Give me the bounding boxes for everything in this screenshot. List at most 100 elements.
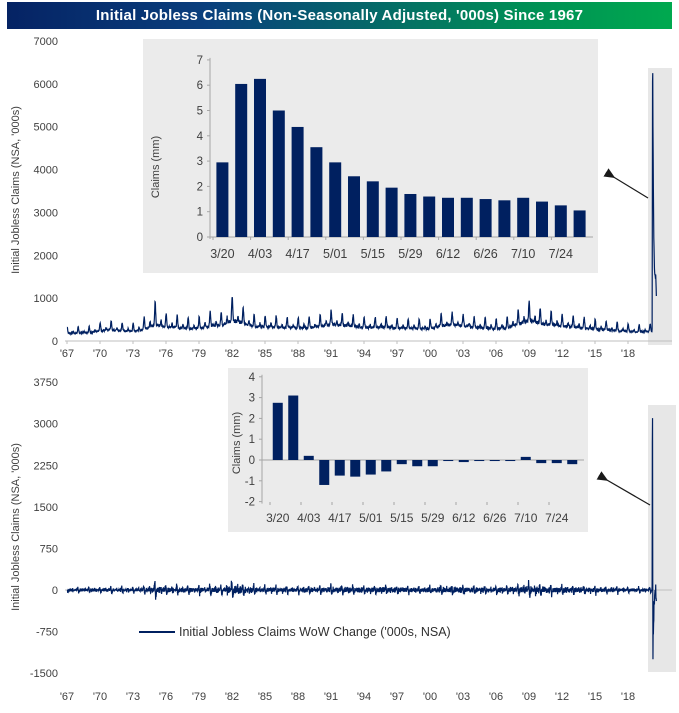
inset-chart-bottom-wow-bars: Claims (mm) 4 3 2 1 0 -1 -2 3/20 4/03 4/17 5/01 5/1…: [228, 368, 588, 532]
inset-bottom-canvas: 4 3 2 1 0 -1 -2 3/20 4/03 4/17 5/01 5/15 5/29 6/12 6/2…: [245, 372, 584, 525]
top-y-tick-label: 0: [52, 336, 58, 348]
chart-title: Initial Jobless Claims (Non-Seasonally A…: [7, 2, 672, 29]
inset-x-tick-label: 5/15: [361, 247, 385, 261]
inset-bar: [396, 460, 407, 465]
top-x-tick-label: '97: [390, 348, 404, 360]
inset-bar: [460, 197, 473, 237]
bottom-y-tick-label: -1500: [30, 668, 58, 680]
bottom-x-tick-label: '12: [555, 691, 569, 703]
annotation-arrow-top: [603, 168, 649, 199]
top-x-tick-label: '18: [621, 348, 635, 360]
inset-y-tick-label: 4: [197, 131, 204, 143]
bottom-chart-legend: Initial Jobless Claims WoW Change ('000s…: [139, 625, 451, 639]
inset-bar: [505, 460, 516, 462]
inset-x-tick-label: 6/12: [452, 511, 476, 525]
bottom-x-tick-label: '06: [489, 691, 503, 703]
inset-bar: [385, 187, 398, 237]
top-x-tick-label: '09: [522, 348, 536, 360]
inset-bar: [381, 460, 392, 472]
top-x-tick-label: '88: [291, 348, 305, 360]
top-x-tick-label: '12: [555, 348, 569, 360]
inset-top-canvas: 0 1 2 3 4 5 6 7 3/20 4/03 4/17 5/01 5/15 5/29 6/12 6/26…: [197, 55, 593, 261]
inset-x-tick-label: 3/20: [266, 511, 290, 525]
inset-bar: [350, 460, 361, 477]
bottom-y-tick-label: 3750: [34, 377, 58, 389]
bottom-x-tick-label: '67: [60, 691, 74, 703]
inset-bar: [303, 455, 314, 460]
inset-bar: [334, 460, 345, 476]
inset-y-tick-label: 6: [197, 80, 203, 92]
top-y-tick-label: 4000: [34, 165, 58, 177]
inset-y-tick-label: 2: [197, 181, 203, 193]
bottom-y-tick-label: 3000: [34, 419, 58, 431]
annotation-arrow-bottom: [596, 471, 651, 506]
bottom-x-tick-label: '70: [93, 691, 107, 703]
inset-bar: [498, 200, 511, 237]
inset-y-tick-label: -2: [245, 497, 255, 509]
top-y-tick-label: 6000: [34, 79, 58, 91]
bottom-x-tick-label: '79: [192, 691, 206, 703]
inset-x-tick-label: 7/10: [511, 247, 535, 261]
bottom-x-tick-label: '82: [225, 691, 239, 703]
inset-x-tick-label: 4/17: [285, 247, 309, 261]
inset-x-tick-label: 5/29: [421, 511, 445, 525]
inset-x-tick-label: 5/01: [323, 247, 347, 261]
bottom-x-tick-label: '18: [621, 691, 635, 703]
inset-bar: [365, 460, 376, 475]
top-x-tick-label: '00: [423, 348, 437, 360]
bottom-x-tick-label: '73: [126, 691, 140, 703]
inset-bar: [567, 460, 578, 465]
bottom-x-tick-label: '91: [324, 691, 338, 703]
inset-bar: [366, 181, 379, 237]
inset-x-tick-label: 5/01: [359, 511, 383, 525]
inset-x-tick-label: 6/26: [483, 511, 507, 525]
inset-y-tick-label: 7: [197, 55, 203, 67]
inset-bar: [310, 147, 323, 237]
top-x-tick-label: '67: [60, 348, 74, 360]
inset-x-tick-label: 5/29: [398, 247, 422, 261]
legend-label: Initial Jobless Claims WoW Change ('000s…: [179, 625, 451, 639]
bottom-x-tick-label: '97: [390, 691, 404, 703]
inset-y-tick-label: 2: [249, 413, 255, 425]
inset-y-tick-label: -1: [245, 476, 255, 488]
top-x-tick-label: '79: [192, 348, 206, 360]
inset-x-tick-label: 5/15: [390, 511, 414, 525]
inset-y-tick-label: 3: [249, 393, 255, 405]
bottom-x-tick-label: '88: [291, 691, 305, 703]
inset-x-tick-label: 3/20: [210, 247, 234, 261]
inset-bar: [551, 460, 562, 464]
inset-bar: [423, 196, 436, 237]
inset-bar: [288, 395, 299, 460]
top-x-tick-label: '03: [456, 348, 470, 360]
top-y-axis-title: Initial Jobless Claims (NSA, '000s): [10, 106, 22, 274]
inset-bar: [573, 210, 586, 237]
inset-y-tick-label: 5: [197, 106, 203, 118]
inset-bar: [479, 199, 492, 237]
bottom-x-tick-label: '85: [258, 691, 272, 703]
inset-x-tick-label: 4/03: [297, 511, 321, 525]
top-y-tick-label: 2000: [34, 250, 58, 262]
inset-bar: [520, 456, 531, 460]
inset-bar: [474, 460, 485, 462]
top-x-tick-label: '85: [258, 348, 272, 360]
inset-x-tick-label: 4/17: [328, 511, 352, 525]
top-x-tick-label: '73: [126, 348, 140, 360]
top-x-tick-label: '06: [489, 348, 503, 360]
inset-chart-top-claims-bars: Claims (mm) 0 1 2 3 4 5 6 7 3/20 4/03 4/17 5/01 5/15…: [143, 39, 598, 273]
inset-bar: [272, 110, 285, 237]
inset-y-tick-label: 4: [249, 372, 256, 384]
inset-x-tick-label: 6/12: [436, 247, 460, 261]
inset-bar: [458, 460, 469, 463]
top-claims-line-series: [66, 73, 657, 337]
inset-y-tick-label: 1: [197, 207, 203, 219]
bottom-x-tick-label: '00: [423, 691, 437, 703]
inset-bar: [536, 460, 547, 464]
inset-bar: [536, 201, 548, 237]
bottom-y-tick-label: -750: [36, 627, 58, 639]
inset-x-tick-label: 7/24: [549, 247, 573, 261]
top-x-tick-label: '76: [159, 348, 173, 360]
top-y-tick-label: 7000: [34, 36, 58, 48]
top-y-tick-label: 3000: [34, 207, 58, 219]
